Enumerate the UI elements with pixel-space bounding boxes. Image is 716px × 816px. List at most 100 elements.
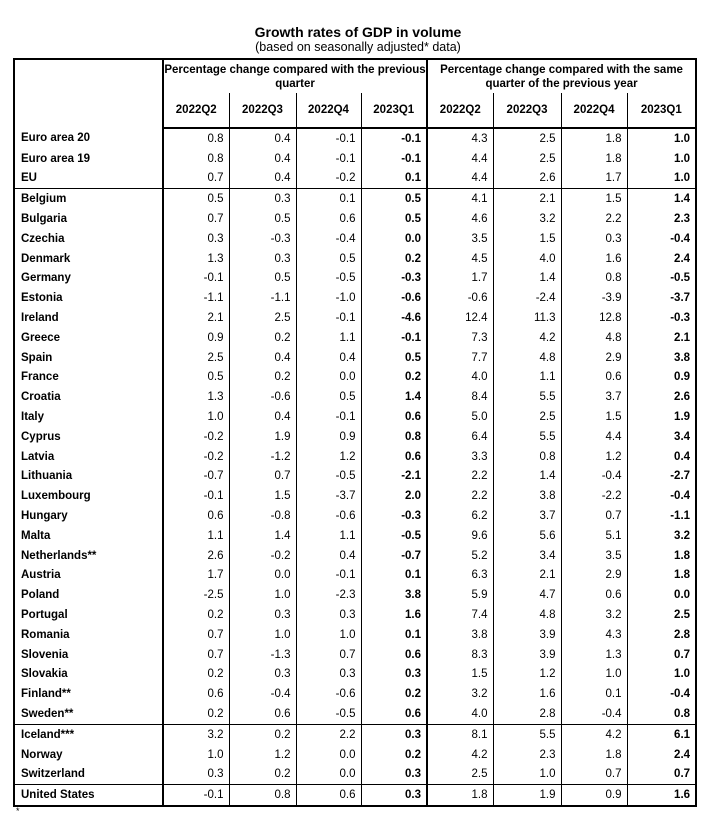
value-cell: -0.1 <box>361 148 429 169</box>
value-cell: 4.0 <box>427 367 494 388</box>
value-cell: 0.2 <box>361 248 429 269</box>
table-row: Malta 1.1 1.4 1.1 -0.5 9.6 5.6 5.1 3.2 <box>13 525 698 546</box>
value-cell: -1.3 <box>229 644 297 665</box>
value-cell: -2.1 <box>361 466 429 487</box>
value-cell: 0.4 <box>229 168 297 189</box>
country-name: Croatia <box>13 387 164 408</box>
value-cell: -1.0 <box>296 288 362 309</box>
value-cell: 4.3 <box>561 624 628 645</box>
value-cell: 1.6 <box>561 248 628 269</box>
country-name: Euro area 19 <box>13 148 164 169</box>
value-cell: 1.6 <box>493 684 562 705</box>
value-cell: -0.5 <box>361 525 429 546</box>
value-cell: 0.9 <box>296 426 362 447</box>
value-cell: 0.5 <box>361 347 429 368</box>
value-cell: -0.2 <box>296 168 362 189</box>
value-cell: 2.4 <box>627 248 698 269</box>
value-cell: 0.7 <box>163 624 230 645</box>
value-cell: 0.1 <box>361 168 429 189</box>
value-cell: 0.1 <box>296 188 362 210</box>
value-cell: 0.9 <box>163 327 230 348</box>
value-cell: 8.4 <box>427 387 494 408</box>
value-cell: 1.0 <box>627 128 698 149</box>
country-name: Netherlands** <box>13 545 164 566</box>
value-cell: 0.3 <box>361 664 429 685</box>
country-name: Italy <box>13 407 164 427</box>
value-cell: 0.1 <box>361 565 429 586</box>
value-cell: 4.8 <box>493 347 562 368</box>
value-cell: 0.6 <box>361 644 429 665</box>
country-name: Czechia <box>13 228 164 249</box>
table-row: Luxembourg -0.1 1.5 -3.7 2.0 2.2 3.8 -2.2 -0.4 <box>13 486 698 507</box>
value-cell: 1.1 <box>493 367 562 388</box>
value-cell: 1.3 <box>163 387 230 408</box>
value-cell: 0.4 <box>296 347 362 368</box>
value-cell: -0.6 <box>427 288 494 309</box>
value-cell: 0.5 <box>296 248 362 269</box>
value-cell: -0.3 <box>361 506 429 526</box>
table-row: Iceland*** 3.2 0.2 2.2 0.3 8.1 5.5 4.2 6.1 <box>13 723 698 745</box>
value-cell: 7.3 <box>427 327 494 348</box>
value-cell: 3.5 <box>561 545 628 566</box>
value-cell: 0.0 <box>229 565 297 586</box>
value-cell: 2.2 <box>296 723 362 745</box>
value-cell: 0.4 <box>229 347 297 368</box>
value-cell: -0.1 <box>296 148 362 169</box>
table-body: Euro area 20 0.8 0.4 -0.1 -0.1 4.3 2.5 1.8 1.0 Eu… <box>13 128 698 808</box>
value-cell: 8.3 <box>427 644 494 665</box>
value-cell: -0.1 <box>361 327 429 348</box>
value-cell: 1.4 <box>493 268 562 289</box>
value-cell: 0.3 <box>561 228 628 249</box>
quarter-header: 2022Q4 <box>296 93 362 129</box>
value-cell: 2.5 <box>627 605 698 625</box>
value-cell: 2.5 <box>229 308 297 328</box>
value-cell: -2.2 <box>561 486 628 507</box>
table-row: Bulgaria 0.7 0.5 0.6 0.5 4.6 3.2 2.2 2.3 <box>13 209 698 229</box>
value-cell: 0.7 <box>296 644 362 665</box>
value-cell: 0.5 <box>163 188 230 210</box>
value-cell: 2.5 <box>163 347 230 368</box>
value-cell: 3.7 <box>561 387 628 408</box>
value-cell: 0.7 <box>229 466 297 487</box>
country-name: Hungary <box>13 506 164 526</box>
value-cell: 1.0 <box>296 624 362 645</box>
value-cell: 0.4 <box>627 446 698 467</box>
value-cell: -4.6 <box>361 308 429 328</box>
value-cell: -3.9 <box>561 288 628 309</box>
value-cell: 0.8 <box>493 446 562 467</box>
value-cell: 0.3 <box>361 784 429 808</box>
value-cell: -0.1 <box>296 565 362 586</box>
value-cell: 2.5 <box>427 764 494 785</box>
value-cell: 2.0 <box>361 486 429 507</box>
value-cell: -0.2 <box>229 545 297 566</box>
value-cell: 0.0 <box>296 744 362 765</box>
value-cell: 1.8 <box>561 128 628 149</box>
value-cell: -0.1 <box>296 128 362 149</box>
value-cell: 0.7 <box>627 764 698 785</box>
value-cell: 1.3 <box>163 248 230 269</box>
value-cell: 1.2 <box>561 446 628 467</box>
value-cell: 1.6 <box>361 605 429 625</box>
table-row: Poland -2.5 1.0 -2.3 3.8 5.9 4.7 0.6 0.0 <box>13 585 698 606</box>
value-cell: 0.1 <box>561 684 628 705</box>
table-row: Netherlands** 2.6 -0.2 0.4 -0.7 5.2 3.4 3.5 1.8 <box>13 545 698 566</box>
value-cell: 3.2 <box>163 723 230 745</box>
country-name: Iceland*** <box>13 723 164 745</box>
quarter-header: 2022Q3 <box>493 93 562 129</box>
value-cell: 0.3 <box>296 605 362 625</box>
value-cell: 5.2 <box>427 545 494 566</box>
value-cell: 1.8 <box>561 744 628 765</box>
table-row: Belgium 0.5 0.3 0.1 0.5 4.1 2.1 1.5 1.4 <box>13 188 698 210</box>
value-cell: 0.0 <box>296 367 362 388</box>
value-cell: 5.1 <box>561 525 628 546</box>
value-cell: 0.2 <box>229 327 297 348</box>
value-cell: 8.1 <box>427 723 494 745</box>
value-cell: 2.1 <box>163 308 230 328</box>
value-cell: 4.4 <box>427 148 494 169</box>
country-name: Spain <box>13 347 164 368</box>
value-cell: -1.1 <box>229 288 297 309</box>
value-cell: -2.4 <box>493 288 562 309</box>
value-cell: -0.4 <box>561 466 628 487</box>
value-cell: 2.5 <box>493 148 562 169</box>
value-cell: 6.1 <box>627 723 698 745</box>
